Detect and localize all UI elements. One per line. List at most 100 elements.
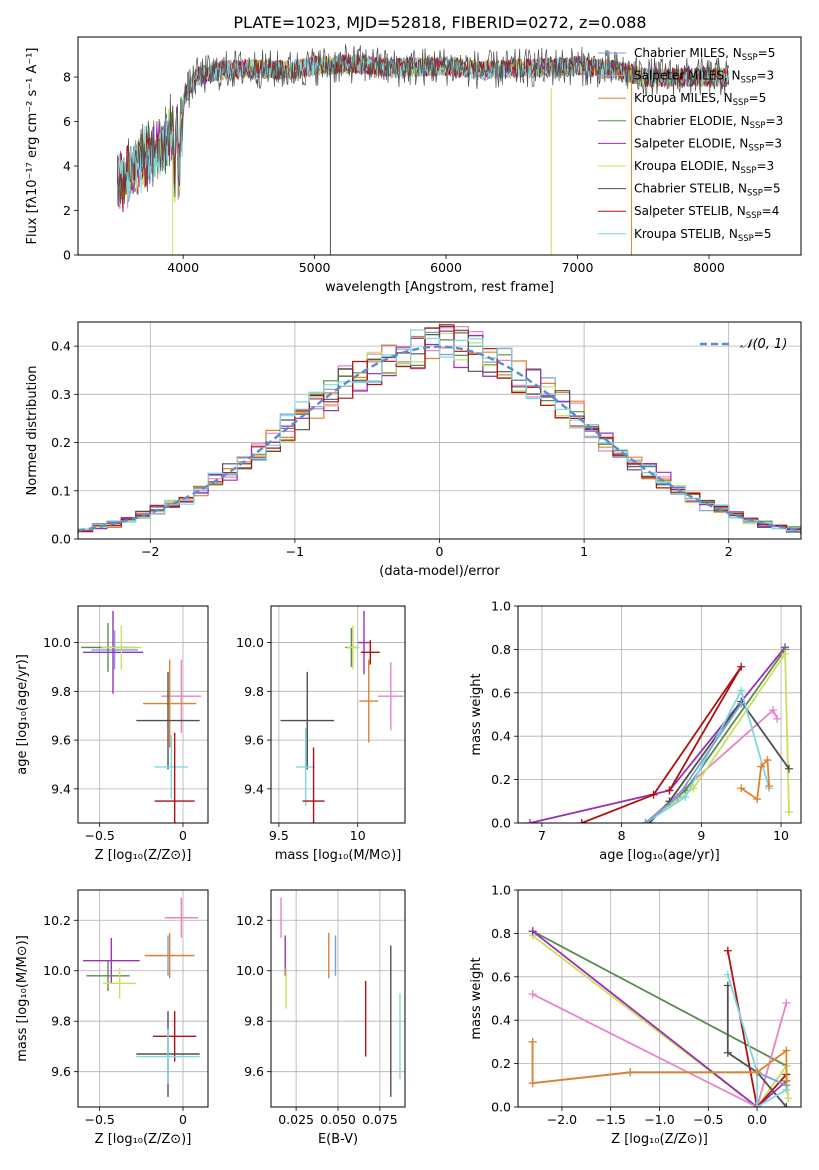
plot-area-mass_vs_Z [78,890,208,1107]
y-tick-label: 1.0 [491,599,511,614]
legend-entry-text: Salpeter STELIB, N [634,204,746,218]
weight-point [723,946,732,955]
y-axis-label: age [log₁₀(age/yr)] [15,654,30,775]
weight-point [723,1048,732,1057]
y-tick-label: 9.6 [51,733,71,748]
y-tick-label: 9.4 [244,781,264,796]
legend-entry: Salpeter ELODIE, NSSP=3 [634,136,782,153]
legend-entry-sub: SSP [750,121,766,131]
weight-point [528,927,537,936]
legend-entry: Chabrier MILES, NSSP=5 [634,46,775,63]
plot-area-weight_vs_age [518,606,801,823]
x-tick-label: 9.5 [269,828,289,843]
weight-line [581,666,742,823]
legend-entry: Chabrier STELIB, NSSP=5 [634,182,781,199]
legend-entry-n: 5 [773,182,781,196]
x-tick-label: −1.5 [596,1112,626,1127]
legend-entry-sub: SSP [733,98,749,108]
y-tick-label: 8 [63,70,71,85]
x-tick-label: 1 [580,544,588,559]
legend-entry: Kroupa MILES, NSSP=5 [634,91,766,108]
weight-point [528,1079,537,1088]
x-tick-label: −0.5 [84,828,114,843]
weight-point [626,1068,635,1077]
axes-frame [77,36,802,256]
legend-entry: Salpeter STELIB, NSSP=4 [634,204,779,221]
y-tick-label: 10.2 [236,913,264,928]
x-axis-label: wavelength [Angstrom, rest frame] [325,280,554,295]
y-tick-label: 9.6 [51,1064,71,1079]
weight-point [769,706,778,715]
legend-entry-text: Salpeter MILES, N [634,69,741,83]
figure-title: PLATE=1023, MJD=52818, FIBERID=0272, z=0… [233,13,646,32]
legend-entry: Kroupa ELODIE, NSSP=3 [634,159,774,176]
y-tick-label: 0.4 [51,339,71,354]
legend-entry-text: Kroupa ELODIE, N [634,159,741,173]
y-axis-label: Normed distribution [25,366,40,496]
y-tick-label: 0.2 [491,1056,511,1071]
weight-point [763,756,772,765]
x-tick-label: 0 [179,828,187,843]
legend-entry-n: 4 [772,204,780,218]
axes-frame [270,889,406,1108]
legend-entry-text: Kroupa MILES, N [634,91,733,105]
weight-line [726,950,788,1107]
y-tick-label: 0.4 [491,1013,511,1028]
legend-entry-sub: SSP [742,53,758,63]
y-tick-label: 0.6 [491,969,511,984]
weight-point [737,699,746,708]
plot-area-weight_vs_Z [518,890,801,1107]
y-tick-label: 9.8 [51,684,71,699]
x-tick-label: 6000 [430,260,462,275]
x-tick-label: 0.025 [278,1112,314,1127]
plot-area-residuals [78,322,801,539]
legend-entry-sub: SSP [741,166,757,176]
x-tick-label: 0.075 [362,1112,398,1127]
y-tick-label: 9.8 [51,1014,71,1029]
y-tick-label: 0.2 [491,772,511,787]
x-axis-label: Z [log₁₀(Z/Z⊙)] [95,848,192,863]
y-tick-label: 2 [63,203,71,218]
y-tick-label: 0.2 [51,435,71,450]
axes-frame [77,321,802,540]
legend-entry-n: 5 [759,91,767,105]
weight-point [782,1103,791,1107]
y-tick-label: 0.0 [51,532,71,547]
weight-point [649,790,658,799]
y-tick-label: 10.0 [236,963,264,978]
legend-entry-text: Chabrier STELIB, N [634,182,747,196]
spectrum-line [117,44,730,207]
axes-frame [77,605,209,824]
x-axis-label: E(B-V) [318,1132,358,1147]
weight-point [785,764,794,773]
weight-point [781,649,790,658]
y-tick-label: 6 [63,114,71,129]
axes-frame [270,605,406,824]
weight-line [532,993,788,1107]
y-tick-label: 0.0 [491,1100,511,1115]
x-tick-label: 7000 [562,260,594,275]
plot-area-age_vs_mass [271,606,405,823]
x-axis-label: mass [log₁₀(M/M⊙)] [275,848,402,863]
weight-point [665,786,674,795]
legend-entry-eq: = [764,136,774,150]
x-tick-label: 4000 [167,260,199,275]
weight-line [532,934,790,1107]
weight-line [529,646,786,823]
axes-weight_vs_age: 7 8 9 10 0.0 0.2 0.4 0.6 0.8 1.0 age [log₁₀(age/yr… [469,599,802,863]
legend-entry-eq: = [756,159,766,173]
x-tick-label: 8 [618,828,626,843]
weight-line [532,930,787,1107]
x-axis-label: Z [log₁₀(Z/Z⊙)] [95,1132,192,1147]
legend-entry-text: Kroupa STELIB, N [634,227,738,241]
weight-point [737,784,746,793]
axes-weight_vs_Z: −2.0 −1.5 −1.0 −0.5 0.0 0.0 0.2 0.4 0.6 0.8 1.0 Z [… [469,883,802,1147]
y-axis-label: Flux [fλ10⁻¹⁷ erg cm⁻² s⁻¹ A⁻¹] [25,48,40,245]
x-tick-label: −2 [141,544,159,559]
x-tick-label: −1.0 [644,1112,674,1127]
weight-point [525,819,534,823]
x-tick-label: 5000 [299,260,331,275]
